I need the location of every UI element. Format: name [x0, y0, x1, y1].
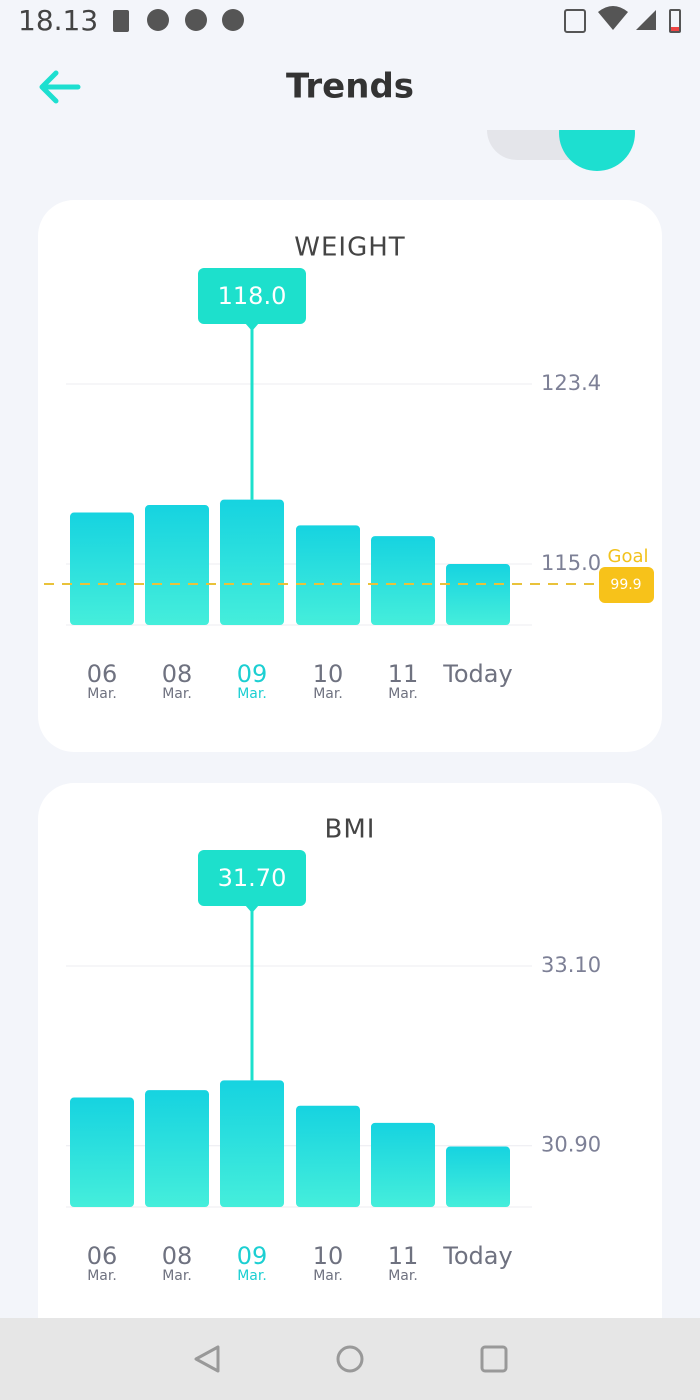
- goal-badge: [599, 567, 654, 603]
- bar: [70, 1097, 134, 1207]
- nav-recents[interactable]: [480, 1345, 508, 1373]
- x-tick-sublabel: Mar.: [162, 1268, 192, 1284]
- x-tick-label: 11: [388, 1242, 419, 1270]
- x-tick-sublabel: Mar.: [313, 1268, 343, 1284]
- x-tick-sublabel: Mar.: [162, 686, 192, 702]
- nav-back[interactable]: [194, 1345, 220, 1373]
- value-callout: [198, 268, 306, 324]
- x-tick-sublabel: Mar.: [237, 686, 267, 702]
- bar: [220, 1080, 284, 1207]
- x-tick-label: 11: [388, 660, 419, 688]
- x-tick-label: 08: [162, 660, 193, 688]
- bar: [296, 525, 360, 625]
- bar: [145, 1090, 209, 1207]
- bar: [371, 536, 435, 625]
- y-tick-label: 115.0: [541, 551, 601, 575]
- x-tick-sublabel: Mar.: [388, 1268, 418, 1284]
- y-tick-label: 30.90: [541, 1133, 601, 1157]
- nav-bar: [0, 1318, 700, 1400]
- nav-home[interactable]: [336, 1345, 364, 1373]
- bar: [145, 505, 209, 625]
- back-button[interactable]: [39, 70, 81, 104]
- chart-title: BMI: [325, 815, 376, 845]
- status-icons: [113, 6, 681, 33]
- goal-value: 99.9: [610, 577, 641, 593]
- bar: [220, 499, 284, 625]
- x-tick-sublabel: Mar.: [237, 1268, 267, 1284]
- x-tick-label: 09: [237, 660, 268, 688]
- x-tick-label: Today: [442, 1242, 512, 1270]
- bar: [446, 1146, 510, 1207]
- card: [38, 200, 662, 752]
- page-title: Trends: [286, 67, 414, 107]
- bar: [446, 563, 510, 625]
- x-tick-label: 10: [313, 660, 344, 688]
- x-tick-label: 08: [162, 1242, 193, 1270]
- bar: [70, 512, 134, 625]
- chart-title: WEIGHT: [294, 233, 405, 263]
- y-tick-label: 123.4: [541, 371, 601, 395]
- status-time: 18.13: [18, 4, 98, 37]
- x-tick-label: 09: [237, 1242, 268, 1270]
- x-tick-label: 06: [87, 660, 118, 688]
- goal-label: Goal: [608, 546, 649, 567]
- x-tick-sublabel: Mar.: [87, 686, 117, 702]
- y-tick-label: 33.10: [541, 953, 601, 977]
- x-tick-sublabel: Mar.: [313, 686, 343, 702]
- card: [38, 783, 662, 1363]
- x-tick-sublabel: Mar.: [87, 1268, 117, 1284]
- charts: WEIGHT115.0123.406Mar.08Mar.09Mar.10Mar.…: [44, 233, 654, 1284]
- header-background: [0, 0, 700, 130]
- bar: [371, 1122, 435, 1207]
- x-tick-label: 10: [313, 1242, 344, 1270]
- value-callout: [198, 850, 306, 906]
- x-tick-label: Today: [442, 660, 512, 688]
- bar: [296, 1105, 360, 1207]
- callout-pointer: [245, 323, 259, 331]
- x-tick-sublabel: Mar.: [388, 686, 418, 702]
- callout-pointer: [245, 905, 259, 913]
- x-tick-label: 06: [87, 1242, 118, 1270]
- value-label: 118.0: [218, 282, 287, 310]
- value-label: 31.70: [218, 864, 287, 892]
